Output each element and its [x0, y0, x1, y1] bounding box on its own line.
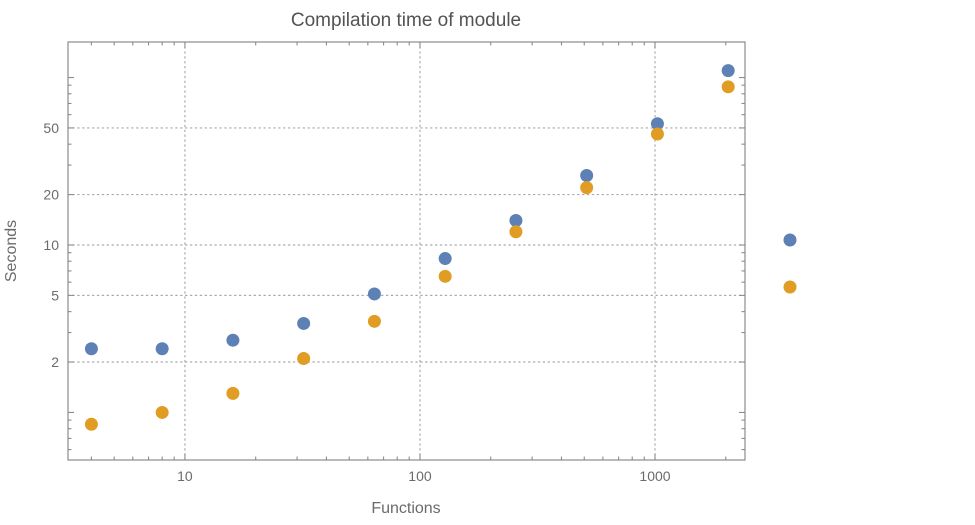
- data-point-series-2: [84, 417, 98, 431]
- data-point-series-2: [509, 225, 523, 239]
- y-tick-label: 50: [43, 120, 59, 136]
- plot-area: 10 100 1000 2 5 10 20 50: [43, 41, 797, 484]
- data-point-series-1: [580, 168, 594, 182]
- x-tick-label: 100: [408, 468, 432, 484]
- data-point-series-1: [297, 316, 311, 330]
- data-point-series-1: [84, 342, 98, 356]
- y-tick-label: 10: [43, 237, 59, 253]
- data-point-series-2: [721, 80, 735, 94]
- data-point-series-1: [650, 117, 664, 131]
- y-axis-label: Seconds: [3, 220, 20, 282]
- data-point-series-2: [297, 351, 311, 365]
- data-point-series-2: [226, 386, 240, 400]
- data-point-series-2: [580, 181, 594, 195]
- data-point-series-1: [721, 64, 735, 78]
- data-point-series-1: [367, 287, 381, 301]
- data-point-series-1: [509, 214, 523, 228]
- data-point-series-2: [650, 127, 664, 141]
- y-tick-label: 2: [51, 354, 59, 370]
- data-point-series-1: [438, 252, 452, 266]
- plot-frame: [67, 41, 746, 461]
- y-tick-label: 5: [51, 287, 59, 303]
- data-point-series-2: [438, 269, 452, 283]
- chart-title: Compilation time of module: [291, 10, 521, 31]
- data-point-series-1: [226, 333, 240, 347]
- legend-marker-series-1: [783, 233, 797, 247]
- data-point-series-2: [155, 405, 169, 419]
- y-tick-label: 20: [43, 187, 59, 203]
- data-point-series-1: [155, 342, 169, 356]
- data-point-series-2: [367, 314, 381, 328]
- x-tick-label: 10: [177, 468, 193, 484]
- x-axis-label: Functions: [371, 500, 440, 517]
- legend-marker-series-2: [783, 280, 797, 294]
- x-tick-label: 1000: [639, 468, 670, 484]
